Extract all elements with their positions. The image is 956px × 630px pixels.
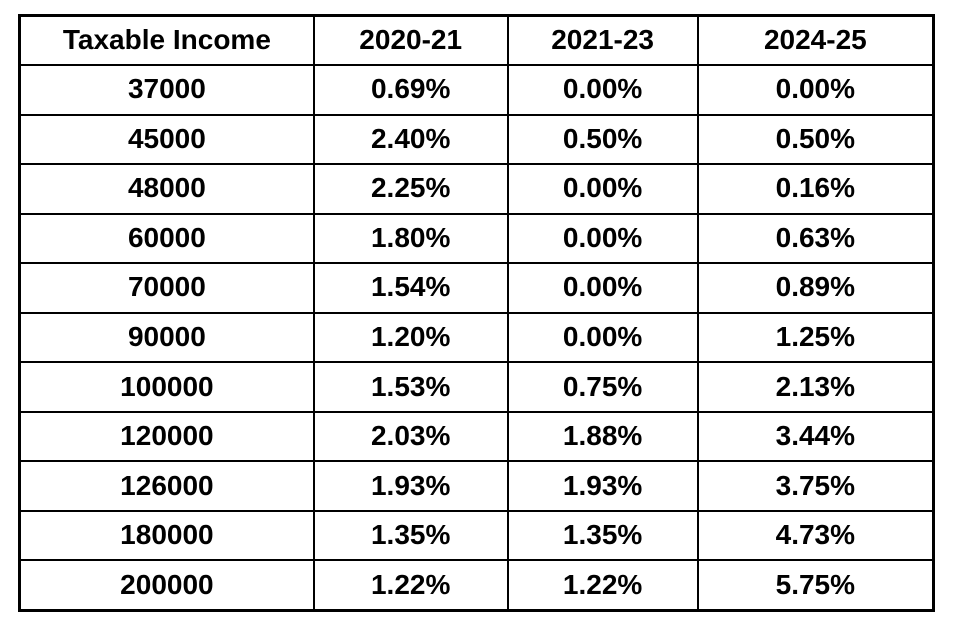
tax-rate-cell: 0.50% (506, 113, 699, 166)
table-row: 45000 2.40% 0.50% 0.50% (18, 113, 935, 166)
taxable-income-cell: 90000 (18, 311, 315, 364)
tax-rate-cell: 1.93% (312, 460, 509, 512)
taxable-income-cell: 45000 (18, 113, 315, 166)
tax-rate-cell: 0.50% (696, 113, 935, 166)
tax-rate-cell: 1.35% (312, 509, 509, 562)
tax-rate-cell: 1.80% (312, 212, 509, 265)
tax-rate-cell: 0.00% (696, 64, 935, 116)
column-header-taxable-income: Taxable Income (18, 14, 315, 66)
tax-rate-cell: 2.40% (312, 113, 509, 166)
table-row: 70000 1.54% 0.00% 0.89% (18, 262, 935, 314)
table-row: 100000 1.53% 0.75% 2.13% (18, 361, 935, 413)
tax-rate-cell: 0.00% (506, 311, 699, 364)
tax-rate-cell: 0.69% (312, 64, 509, 116)
tax-rate-cell: 0.00% (506, 163, 699, 215)
tax-rate-cell: 1.93% (506, 460, 699, 512)
tax-rate-cell: 0.75% (506, 361, 699, 413)
tax-rate-cell: 0.63% (696, 212, 935, 265)
table-row: 120000 2.03% 1.88% 3.44% (18, 410, 935, 463)
tax-rate-cell: 1.25% (696, 311, 935, 364)
tax-rate-cell: 3.44% (696, 410, 935, 463)
table-row: 48000 2.25% 0.00% 0.16% (18, 163, 935, 215)
tax-rate-cell: 2.13% (696, 361, 935, 413)
table-row: 200000 1.22% 1.22% 5.75% (18, 559, 935, 612)
tax-rate-cell: 1.35% (506, 509, 699, 562)
tax-rate-cell: 2.03% (312, 410, 509, 463)
table-row: 180000 1.35% 1.35% 4.73% (18, 509, 935, 562)
table-row: 37000 0.69% 0.00% 0.00% (18, 64, 935, 116)
taxable-income-cell: 70000 (18, 262, 315, 314)
taxable-income-cell: 60000 (18, 212, 315, 265)
tax-rate-cell: 2.25% (312, 163, 509, 215)
taxable-income-cell: 200000 (18, 559, 315, 612)
column-header-2021-23: 2021-23 (506, 14, 699, 66)
tax-rate-cell: 1.88% (506, 410, 699, 463)
tax-rate-table-container: Taxable Income 2020-21 2021-23 2024-25 3… (18, 14, 935, 612)
column-header-2024-25: 2024-25 (696, 14, 935, 66)
table-row: 126000 1.93% 1.93% 3.75% (18, 460, 935, 512)
tax-rate-cell: 0.00% (506, 262, 699, 314)
taxable-income-cell: 48000 (18, 163, 315, 215)
taxable-income-cell: 100000 (18, 361, 315, 413)
tax-rate-cell: 0.16% (696, 163, 935, 215)
table-header-row: Taxable Income 2020-21 2021-23 2024-25 (18, 14, 935, 66)
tax-rate-cell: 0.00% (506, 212, 699, 265)
tax-rate-cell: 5.75% (696, 559, 935, 612)
tax-rate-cell: 0.00% (506, 64, 699, 116)
tax-rate-cell: 1.22% (312, 559, 509, 612)
tax-rate-table: Taxable Income 2020-21 2021-23 2024-25 3… (18, 14, 935, 612)
tax-rate-cell: 3.75% (696, 460, 935, 512)
tax-rate-cell: 0.89% (696, 262, 935, 314)
taxable-income-cell: 180000 (18, 509, 315, 562)
table-body: 37000 0.69% 0.00% 0.00% 45000 2.40% 0.50% 0.50%… (18, 64, 935, 612)
table-row: 90000 1.20% 0.00% 1.25% (18, 311, 935, 364)
taxable-income-cell: 120000 (18, 410, 315, 463)
column-header-2020-21: 2020-21 (312, 14, 509, 66)
tax-rate-cell: 1.54% (312, 262, 509, 314)
tax-rate-cell: 1.22% (506, 559, 699, 612)
tax-rate-cell: 1.20% (312, 311, 509, 364)
table-row: 60000 1.80% 0.00% 0.63% (18, 212, 935, 265)
taxable-income-cell: 37000 (18, 64, 315, 116)
taxable-income-cell: 126000 (18, 460, 315, 512)
tax-rate-cell: 4.73% (696, 509, 935, 562)
tax-rate-cell: 1.53% (312, 361, 509, 413)
